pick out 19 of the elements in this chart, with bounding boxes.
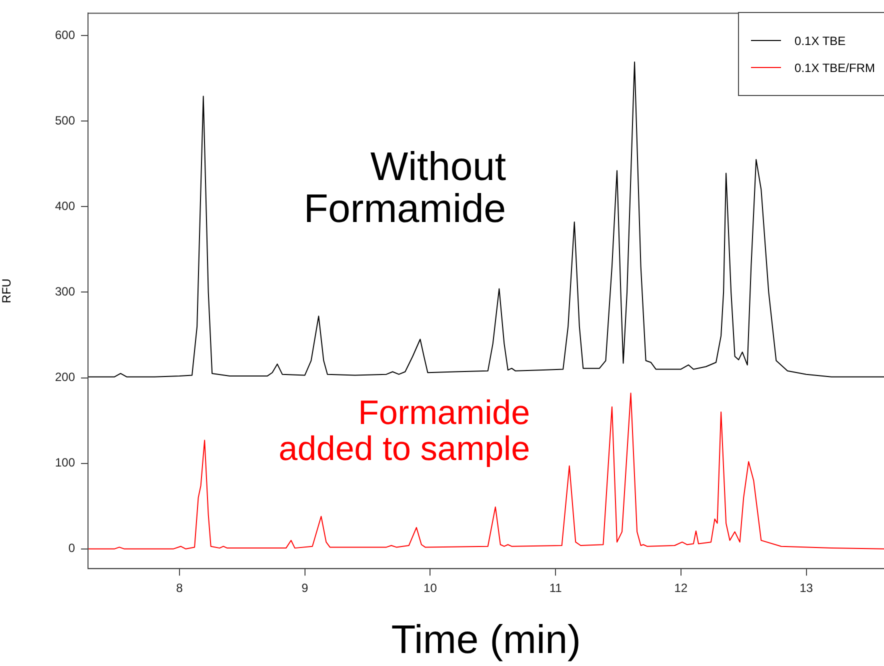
annotation: Formamide added to sample [278, 394, 530, 468]
y-tick-label: 200 [54, 370, 76, 384]
x-tick-label: 12 [674, 581, 688, 596]
x-tick-label: 13 [800, 581, 814, 596]
annotation: Without Formamide [304, 145, 506, 231]
y-tick-label: 300 [54, 284, 76, 298]
y-tick-label: 500 [54, 113, 76, 128]
x-tick-label: 8 [176, 581, 184, 596]
y-tick-label: 0 [68, 541, 76, 556]
y-tick-label: 600 [54, 28, 76, 42]
x-tick-label: 10 [424, 581, 438, 596]
x-tick-label: 11 [549, 581, 562, 596]
x-axis-title: Time (min) [391, 618, 581, 662]
legend-label: 0.1X TBE [794, 34, 846, 48]
y-tick-label: 400 [54, 198, 76, 213]
y-tick-label: 100 [54, 456, 76, 470]
y-axis-title: RFU [0, 278, 14, 304]
legend-label: 0.1X TBE/FRM [794, 60, 875, 74]
x-tick-label: 9 [302, 581, 309, 596]
